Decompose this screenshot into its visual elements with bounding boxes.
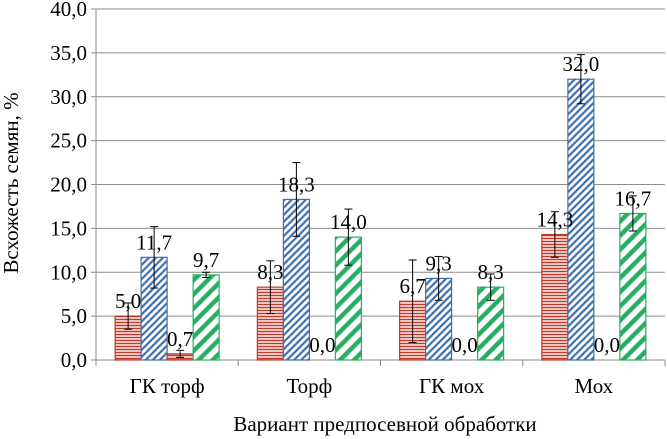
- data-label: 5,0: [115, 289, 141, 313]
- data-labels: 5,0 8,3 6,7 14,3 11,7 18,3 9,3 32,0 0,7 0,0 0,0 0,0…: [115, 52, 651, 357]
- gridlines: [96, 8, 665, 317]
- x-tick-label: Мох: [575, 374, 614, 398]
- data-label: 0,0: [594, 333, 620, 357]
- data-label: 6,7: [400, 274, 426, 298]
- bar: [192, 274, 220, 361]
- x-axis-title: Вариант предпосевной обработки: [233, 412, 536, 436]
- tick-labels: 0,0 5,0 10,0 15,0 20,0 25,0 30,0 35,0 40,0 ГК тор…: [50, 0, 613, 398]
- y-tick-label: 0,0: [61, 348, 87, 372]
- y-axis-title: Всхожесть семян, %: [0, 92, 23, 273]
- x-tick-label: Торф: [286, 374, 332, 398]
- data-label: 8,3: [478, 260, 504, 284]
- data-label: 0,0: [309, 333, 335, 357]
- y-tick-label: 5,0: [61, 304, 87, 328]
- data-label: 9,3: [426, 251, 452, 275]
- x-tick-label: ГК мох: [419, 374, 485, 398]
- data-label: 32,0: [563, 52, 600, 76]
- data-label: 0,7: [167, 327, 193, 351]
- y-tick-label: 30,0: [50, 85, 87, 109]
- data-label: 8,3: [257, 260, 283, 284]
- data-label: 11,7: [136, 230, 172, 254]
- y-tick-label: 15,0: [50, 216, 87, 240]
- data-label: 9,7: [193, 248, 219, 272]
- error-bars: [124, 54, 637, 358]
- bar: [619, 212, 647, 361]
- data-label: 16,7: [615, 186, 652, 210]
- data-label: 14,3: [537, 208, 574, 232]
- data-label: 18,3: [278, 172, 315, 196]
- y-tick-label: 40,0: [50, 0, 87, 21]
- x-tick-label: ГК торф: [130, 374, 205, 398]
- bar: [567, 78, 595, 361]
- y-tick-label: 10,0: [50, 260, 87, 284]
- y-tick-label: 25,0: [50, 129, 87, 153]
- data-label: 0,0: [452, 333, 478, 357]
- y-tick-label: 35,0: [50, 41, 87, 65]
- y-tick-label: 20,0: [50, 173, 87, 197]
- data-label: 14,0: [330, 210, 367, 234]
